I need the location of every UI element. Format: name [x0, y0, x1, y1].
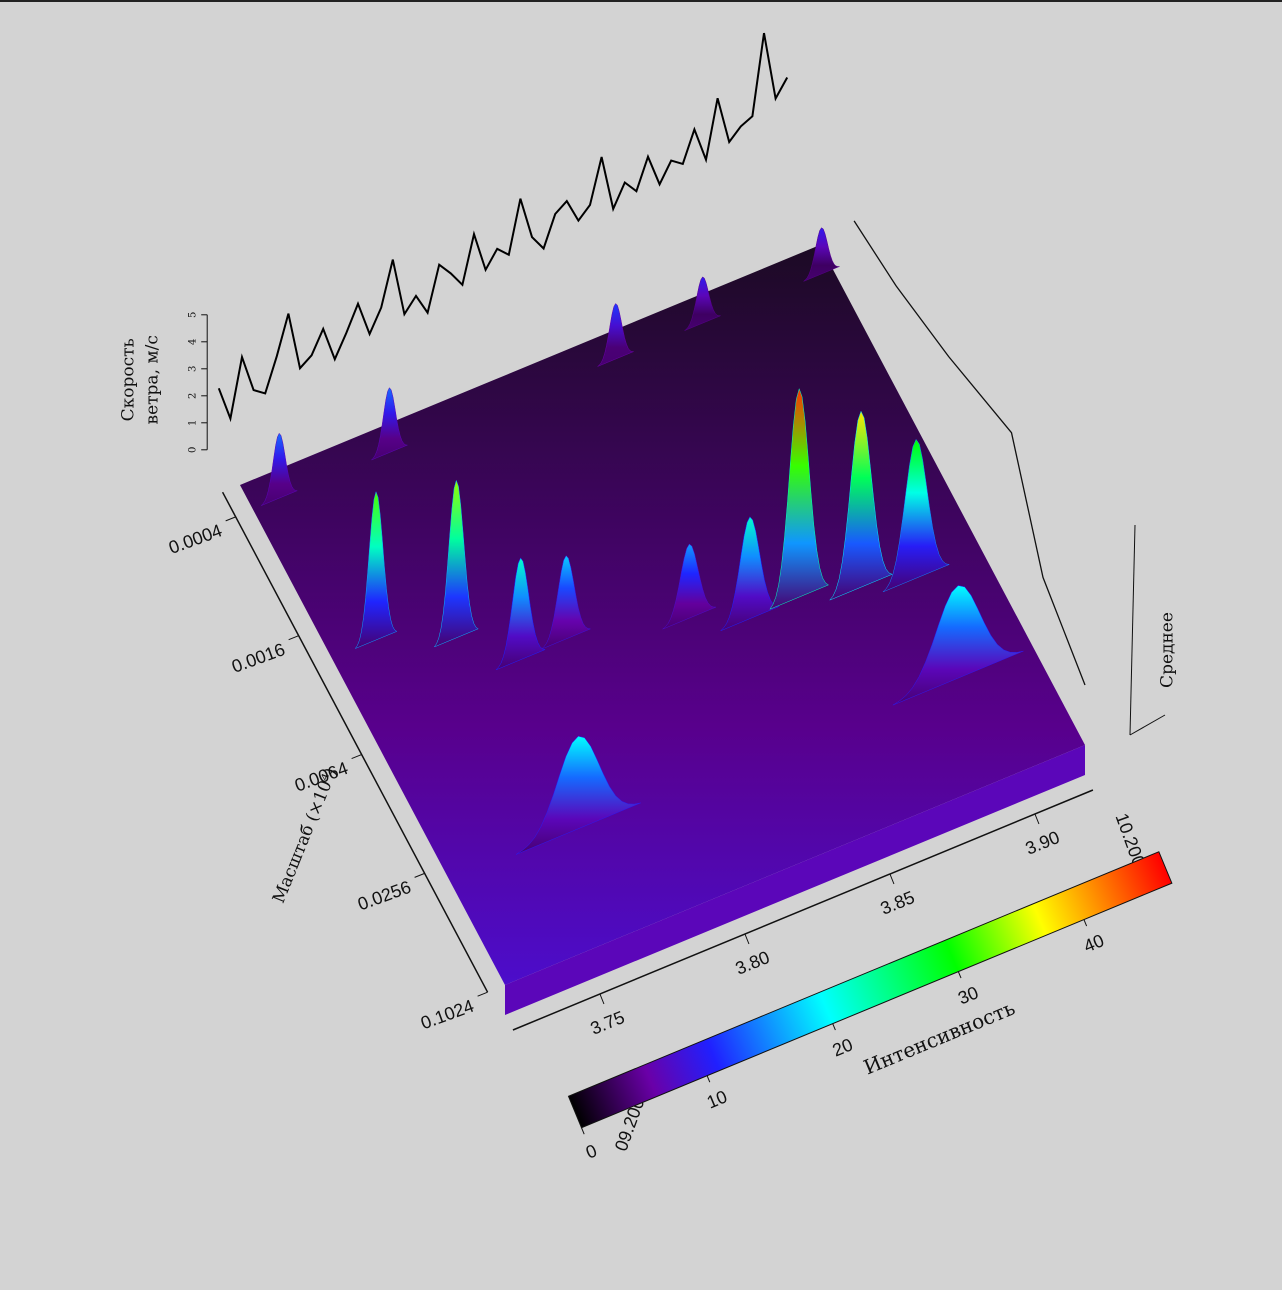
y-tick	[415, 873, 425, 877]
colorbar-tick	[1084, 920, 1087, 926]
colorbar-tick-label: 30	[955, 982, 981, 1008]
colorbar-tick-label: 20	[829, 1034, 855, 1060]
wind-axis-label: Скорость	[119, 338, 139, 421]
y-tick-label: 0.0016	[229, 639, 288, 677]
x-tick-label: 3.90	[1022, 827, 1062, 859]
colorbar-tick-label: 10	[704, 1086, 730, 1112]
mean-axis-base	[1130, 715, 1165, 735]
x-tick	[1035, 814, 1039, 824]
colorbar-tick	[958, 972, 961, 978]
y-tick	[478, 992, 488, 996]
wind-tick-label: 5	[188, 312, 199, 318]
wind-tick-label: 4	[188, 339, 199, 345]
colorbar-tick-label: 0	[583, 1140, 600, 1162]
x-tick-label: 3.85	[877, 887, 917, 919]
chart: 0.10240.02560.00640.00160.0004Масштаб (×…	[0, 0, 1282, 1290]
x-tick-label: 3.75	[587, 1007, 627, 1039]
colorbar-label: Интенсивность	[860, 995, 1018, 1079]
wind-tick-label: 0	[188, 447, 199, 453]
colorbar-tick	[707, 1076, 710, 1082]
colorbar-tick-label: 40	[1081, 930, 1107, 956]
y-tick	[226, 517, 236, 521]
wind-tick-label: 3	[188, 366, 199, 372]
wind-tick-label: 2	[188, 393, 199, 399]
page: 0.10240.02560.00640.00160.0004Масштаб (×…	[0, 0, 1282, 1290]
x-tick	[745, 934, 749, 944]
wind-axis-label: ветра, м/с	[143, 335, 163, 424]
mean-axis	[1130, 525, 1135, 735]
colorbar-tick	[833, 1024, 836, 1030]
colorbar-tick	[582, 1128, 585, 1134]
wind-tick-label: 1	[188, 420, 199, 426]
y-tick-label: 0.0256	[355, 877, 414, 915]
x-tick	[890, 874, 894, 884]
y-tick-label: 0.0004	[166, 520, 225, 558]
x-tick-label: 3.80	[732, 947, 772, 979]
y-tick	[352, 755, 362, 759]
x-tick	[600, 994, 604, 1004]
mean-label: Среднее	[1158, 612, 1178, 688]
y-tick-label: 0.1024	[418, 996, 477, 1034]
y-tick	[289, 636, 299, 640]
